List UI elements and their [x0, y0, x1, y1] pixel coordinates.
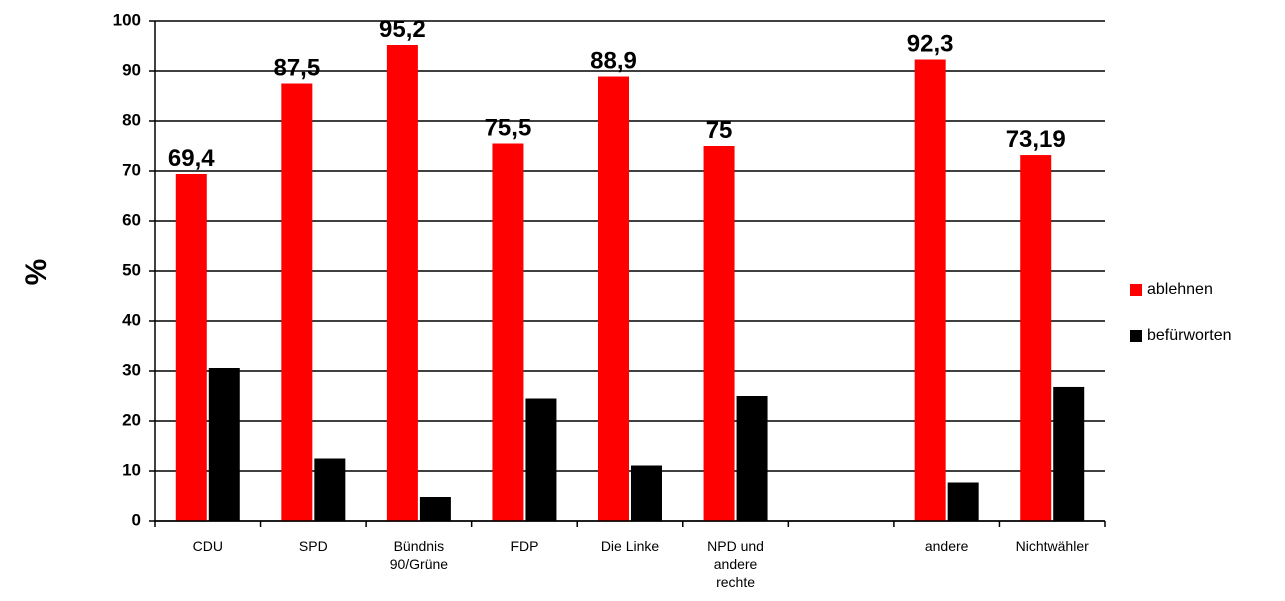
y-tick-label: 10	[122, 460, 141, 479]
legend-swatch-ablehnen	[1130, 284, 1142, 296]
x-category-label: Bündnis	[394, 538, 445, 554]
y-tick-label: 100	[113, 10, 141, 29]
y-tick-label: 70	[122, 160, 141, 179]
legend: ablehnen befürworten	[1130, 281, 1232, 344]
data-label: 88,9	[590, 48, 637, 75]
data-label: 92,3	[907, 31, 954, 58]
bar-ablehnen-8	[1020, 155, 1052, 522]
gridlines	[155, 20, 1105, 522]
bar-befürworten-7	[947, 482, 979, 521]
x-category-label: FDP	[510, 538, 538, 554]
bar-ablehnen-0	[175, 174, 207, 521]
x-category-label: Nichtwähler	[1016, 538, 1089, 554]
data-label: 87,5	[273, 55, 320, 82]
axes: 0 10 20 30 40 50 60 70 80 90 100	[113, 10, 1106, 529]
y-axis-title: %	[20, 259, 53, 286]
bar-befürworten-2	[419, 497, 451, 521]
bar-ablehnen-5	[703, 146, 735, 521]
data-label: 75	[706, 117, 733, 144]
x-category-label: andere	[925, 538, 969, 554]
bars	[175, 45, 1085, 522]
y-tick-label: 90	[122, 60, 141, 79]
data-label: 73,19	[1006, 126, 1066, 153]
bar-befürworten-4	[631, 465, 662, 521]
data-label: 75,5	[485, 115, 532, 142]
legend-swatch-befürworten	[1130, 330, 1142, 342]
bar-ablehnen-4	[598, 76, 629, 521]
x-category-label: CDU	[193, 538, 223, 554]
x-category-label: 90/Grüne	[390, 556, 449, 572]
bar-befürworten-1	[314, 458, 346, 521]
data-label: 69,4	[168, 145, 215, 172]
x-category-label: SPD	[299, 538, 328, 554]
data-label: 95,2	[379, 16, 426, 43]
bar-ablehnen-2	[386, 45, 418, 521]
legend-label: ablehnen	[1147, 281, 1213, 298]
x-category-label: Die Linke	[601, 538, 660, 554]
legend-label: befürworten	[1147, 327, 1232, 344]
y-tick-label: 50	[122, 260, 141, 279]
y-tick-label: 60	[122, 210, 141, 229]
x-category-label: NPD und	[707, 538, 764, 554]
x-category-label: andere	[714, 556, 758, 572]
y-tick-label: 0	[132, 510, 141, 529]
y-tick-label: 20	[122, 410, 141, 429]
bar-befürworten-0	[208, 368, 240, 521]
bar-befürworten-8	[1053, 386, 1085, 521]
bar-ablehnen-7	[914, 59, 946, 521]
bar-ablehnen-3	[492, 143, 524, 521]
x-category-label: rechte	[716, 574, 755, 590]
bar-befürworten-5	[736, 396, 768, 521]
y-tick-label: 40	[122, 310, 141, 329]
y-tick-label: 30	[122, 360, 141, 379]
labels: 69,4 CDU 87,5 SPD 95,2 Bündnis 90/Grüne 75,5 FDP…	[168, 16, 1089, 590]
y-tick-label: 80	[122, 110, 141, 129]
bar-befürworten-3	[525, 398, 557, 521]
bar-ablehnen-1	[281, 83, 313, 521]
